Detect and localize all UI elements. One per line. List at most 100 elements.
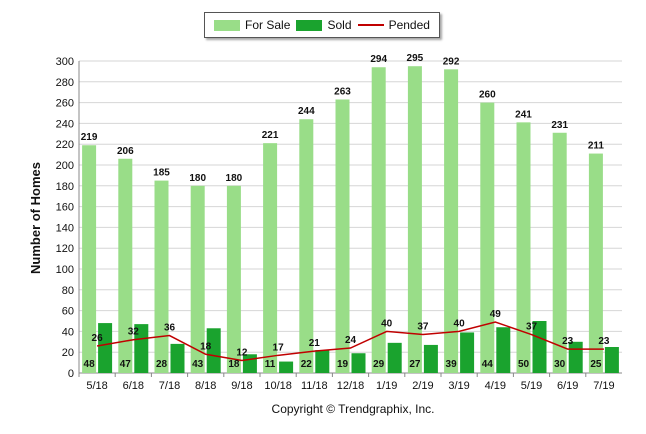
legend-item-pended: Pended [357,18,430,32]
sold-label: 22 [301,359,313,370]
sold-bar [604,347,619,373]
for-sale-bar [480,102,495,373]
y-tick-label: 300 [56,56,74,68]
pended-label: 23 [562,336,574,347]
sold-bar [387,342,402,373]
y-tick-label: 260 [56,98,74,110]
sold-label: 44 [482,359,494,370]
sold-bar [206,328,221,373]
pended-label: 37 [417,322,429,333]
for-sale-bar [82,145,97,373]
x-tick-label: 9/18 [231,380,252,392]
sold-label: 19 [337,359,349,370]
legend: For Sale Sold Pended [204,12,440,38]
x-tick-label: 5/18 [86,380,107,392]
for-sale-label: 292 [443,56,460,67]
sold-bar [423,344,438,373]
y-tick-label: 240 [56,118,74,130]
for-sale-label: 185 [153,168,170,179]
pended-label: 32 [128,327,140,338]
for-sale-label: 206 [117,146,134,157]
sold-label: 28 [156,359,168,370]
sold-label: 50 [518,359,530,370]
sold-label: 43 [192,359,204,370]
y-tick-label: 160 [56,202,74,214]
sold-bar [170,343,185,373]
sold-bar [532,321,547,373]
sold-bars [98,321,619,373]
for-sale-label: 260 [479,90,496,101]
pended-label: 23 [598,336,610,347]
y-tick-label: 200 [56,160,74,172]
y-tick-label: 20 [62,347,74,359]
y-tick-label: 40 [62,326,74,338]
for-sale-label: 221 [262,130,279,141]
for-sale-bars [82,66,603,374]
gridlines [79,60,622,374]
legend-swatch-sold [296,19,323,31]
sold-label: 11 [265,359,276,370]
for-sale-bar [335,99,350,373]
x-tick-label: 4/19 [485,380,506,392]
sold-label: 30 [554,359,566,370]
pended-label: 12 [236,348,248,359]
x-tick-label: 6/19 [557,380,578,392]
axes: 0 20 40 60 80 100 120 140 160 180 200 220 240 260 280 3… [56,56,622,392]
sold-label: 18 [228,359,240,370]
for-sale-label: 180 [226,173,243,184]
pended-label: 17 [273,342,285,353]
sold-bar [134,324,149,373]
for-sale-bar [552,132,567,373]
x-tick-label: 5/19 [521,380,542,392]
for-sale-bar [371,67,386,374]
x-tick-label: 2/19 [412,380,433,392]
for-sale-bar [263,143,278,373]
y-tick-label: 220 [56,139,74,151]
pended-label: 18 [200,341,212,352]
legend-label-pended: Pended [388,18,430,32]
y-tick-label: 280 [56,77,74,89]
y-tick-label: 100 [56,264,74,276]
pended-label: 49 [490,309,502,320]
pended-label: 40 [381,318,393,329]
y-tick-label: 120 [56,243,74,255]
for-sale-label: 180 [189,173,206,184]
sold-label: 39 [446,359,458,370]
x-tick-label: 6/18 [123,380,144,392]
pended-label: 36 [164,323,176,334]
for-sale-bar [154,180,169,373]
sold-label: 25 [590,359,602,370]
legend-label-sold: Sold [327,18,352,32]
sold-label: 29 [373,359,385,370]
for-sale-label: 294 [370,54,387,65]
sold-label: 47 [120,359,132,370]
for-sale-label: 244 [298,106,315,117]
copyright: Copyright © Trendgraphix, Inc. [271,402,435,416]
x-tick-label: 10/18 [264,380,292,392]
sold-bar [460,332,475,373]
data-labels: 2194826206473218528361804318180181222111… [81,53,610,370]
pended-label: 37 [526,322,538,333]
y-tick-label: 60 [62,306,74,318]
x-tick-label: 1/19 [376,380,397,392]
y-axis-label: Number of Homes [28,162,43,274]
sold-bar [279,361,294,373]
for-sale-label: 231 [551,120,568,131]
sold-label: 48 [84,359,96,370]
x-tick-label: 7/19 [593,380,614,392]
legend-item-for-sale: For Sale [214,18,290,32]
y-tick-label: 180 [56,181,74,193]
pended-label: 24 [345,335,357,346]
legend-swatch-for-sale [214,19,241,31]
for-sale-label: 219 [81,132,98,143]
legend-item-sold: Sold [296,18,352,32]
pended-label: 40 [454,318,466,329]
for-sale-bar [190,185,205,373]
for-sale-label: 263 [334,86,351,97]
sold-bar [496,327,511,373]
for-sale-bar [407,66,422,373]
sold-bar [315,350,330,373]
y-tick-label: 0 [68,368,74,380]
x-tick-label: 7/18 [159,380,180,392]
pended-label: 21 [309,338,321,349]
